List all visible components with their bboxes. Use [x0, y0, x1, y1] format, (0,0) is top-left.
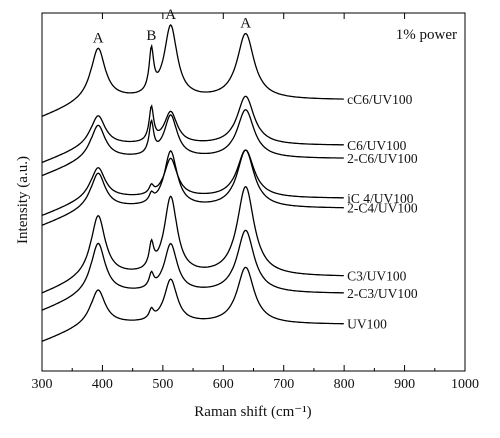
x-tick-label: 600	[213, 377, 234, 392]
series-label: C6/UV100	[347, 138, 407, 153]
series-line	[41, 95, 344, 164]
axis-layer: 300 400 500 600 700 800 900 1000	[32, 13, 479, 392]
y-axis-label: Intensity (a.u.)	[15, 156, 31, 244]
series-label: 2-C6/UV100	[347, 151, 418, 166]
x-tick-label: 900	[394, 377, 415, 392]
x-tick-label: 400	[92, 377, 113, 392]
series-line	[41, 24, 344, 117]
series-line	[41, 109, 344, 177]
series-label: iC 4/UV100	[347, 191, 414, 206]
series-label: cC6/UV100	[347, 92, 412, 107]
x-tick-label: 300	[32, 377, 53, 392]
series-label: C3/UV100	[347, 269, 407, 284]
peak-label: A	[165, 7, 176, 23]
series-line	[41, 149, 344, 216]
x-tick-label: 700	[273, 377, 294, 392]
peak-label: B	[146, 28, 156, 44]
series-line	[41, 185, 344, 294]
peak-label: A	[240, 15, 251, 31]
series-line	[41, 149, 344, 226]
x-tick-label: 800	[334, 377, 355, 392]
peak-label: A	[93, 30, 104, 46]
series-line	[41, 229, 344, 311]
series-label: 2-C4/UV100	[347, 201, 418, 216]
x-axis-label: Raman shift (cm⁻¹)	[194, 404, 311, 420]
power-annotation: 1% power	[396, 27, 457, 43]
series-line	[41, 266, 344, 342]
series-label: UV100	[347, 317, 387, 332]
x-tick-label: 500	[152, 377, 173, 392]
x-tick-label: 1000	[451, 377, 479, 392]
series-label: 2-C3/UV100	[347, 286, 418, 301]
